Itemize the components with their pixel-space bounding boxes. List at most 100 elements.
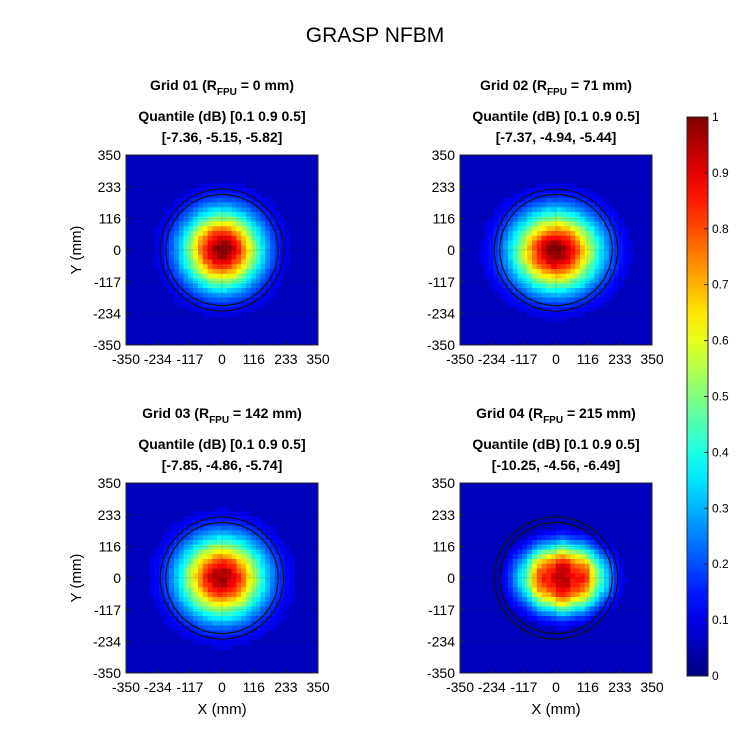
- heatmap-cell: [279, 606, 285, 612]
- heatmap-cell: [532, 563, 538, 569]
- heatmap-cell: [202, 207, 208, 213]
- panel-title-prefix: Grid 02 (R: [480, 77, 547, 93]
- heatmap-cell: [250, 587, 256, 593]
- heatmap-cell: [580, 283, 586, 289]
- heatmap-cell: [260, 231, 266, 237]
- heatmap-cell: [560, 316, 566, 322]
- heatmap-cell: [255, 278, 261, 284]
- heatmap-cell: [217, 231, 223, 237]
- heatmap-cell: [159, 226, 165, 232]
- heatmap-cell: [202, 235, 208, 241]
- heatmap-cell: [212, 544, 218, 550]
- heatmap-cell: [493, 226, 499, 232]
- heatmap-cell: [594, 302, 600, 308]
- heatmap-cell: [159, 597, 165, 603]
- heatmap-cell: [255, 231, 261, 237]
- heatmap-cell: [546, 278, 552, 284]
- heatmap-cell: [265, 611, 271, 617]
- heatmap-cell: [265, 250, 271, 256]
- heatmap-cell: [217, 240, 223, 246]
- heatmap-cell: [594, 278, 600, 284]
- heatmap-cell: [527, 288, 533, 294]
- heatmap-cell: [289, 573, 295, 579]
- heatmap-cell: [169, 235, 175, 241]
- heatmap-cell: [556, 540, 562, 546]
- heatmap-cell: [584, 563, 590, 569]
- heatmap-cell: [284, 573, 290, 579]
- heatmap-cell: [565, 269, 571, 275]
- heatmap-cell: [498, 578, 504, 584]
- heatmap-cell: [517, 540, 523, 546]
- heatmap-cell: [241, 616, 247, 622]
- heatmap-cell: [512, 207, 518, 213]
- heatmap-cell: [236, 273, 242, 279]
- heatmap-cell: [241, 307, 247, 313]
- heatmap-cell: [551, 183, 557, 189]
- heatmap-cell: [159, 573, 165, 579]
- heatmap-cell: [527, 587, 533, 593]
- heatmap-cell: [618, 592, 624, 598]
- heatmap-cell: [503, 288, 509, 294]
- heatmap-cell: [546, 235, 552, 241]
- heatmap-cell: [551, 549, 557, 555]
- heatmap-cell: [164, 216, 170, 222]
- heatmap-cell: [198, 625, 204, 631]
- x-tick-label: -117: [176, 679, 203, 695]
- heatmap-cell: [618, 283, 624, 289]
- heatmap-cell: [517, 307, 523, 313]
- heatmap-cell: [212, 193, 218, 199]
- heatmap-cell: [508, 554, 514, 560]
- heatmap-cell: [188, 578, 194, 584]
- heatmap-cell: [198, 278, 204, 284]
- heatmap-cell: [217, 245, 223, 251]
- heatmap-cell: [604, 235, 610, 241]
- heatmap-cell: [231, 273, 237, 279]
- heatmap-cell: [265, 592, 271, 598]
- heatmap-cell: [508, 202, 514, 208]
- heatmap-cell: [188, 212, 194, 218]
- heatmap-cell: [556, 544, 562, 550]
- heatmap-cell: [522, 559, 528, 565]
- heatmap-cell: [522, 540, 528, 546]
- heatmap-cell: [599, 559, 605, 565]
- heatmap-cell: [560, 606, 566, 612]
- heatmap-cell: [584, 259, 590, 265]
- heatmap-cell: [150, 559, 156, 565]
- heatmap-cell: [217, 549, 223, 555]
- heatmap-cell: [164, 549, 170, 555]
- heatmap-cell: [508, 563, 514, 569]
- heatmap-cell: [594, 568, 600, 574]
- heatmap-cell: [522, 273, 528, 279]
- heatmap-cell: [241, 530, 247, 536]
- heatmap-cell: [207, 197, 213, 203]
- heatmap-cell: [279, 226, 285, 232]
- heatmap-cell: [241, 573, 247, 579]
- heatmap-cell: [556, 592, 562, 598]
- heatmap-cell: [169, 207, 175, 213]
- heatmap-cell: [255, 554, 261, 560]
- heatmap-cell: [207, 540, 213, 546]
- y-tick-label: 350: [98, 147, 122, 163]
- heatmap-cell: [241, 207, 247, 213]
- heatmap-cell: [188, 625, 194, 631]
- heatmap-cell: [226, 625, 232, 631]
- heatmap-cell: [231, 250, 237, 256]
- heatmap-cell: [255, 516, 261, 522]
- heatmap-cell: [188, 259, 194, 265]
- heatmap-cell: [488, 221, 494, 227]
- heatmap-cell: [575, 221, 581, 227]
- heatmap-cell: [560, 193, 566, 199]
- heatmap-cell: [508, 240, 514, 246]
- heatmap-cell: [174, 592, 180, 598]
- heatmap-cell: [169, 530, 175, 536]
- heatmap-cell: [589, 578, 595, 584]
- heatmap-cell: [284, 254, 290, 260]
- y-tick-label: -350: [93, 337, 121, 353]
- heatmap-cell: [250, 582, 256, 588]
- heatmap-cell: [236, 231, 242, 237]
- heatmap-cell: [536, 254, 542, 260]
- heatmap-cell: [565, 554, 571, 560]
- heatmap-cell: [541, 597, 547, 603]
- heatmap-cell: [541, 620, 547, 626]
- heatmap-cell: [565, 264, 571, 270]
